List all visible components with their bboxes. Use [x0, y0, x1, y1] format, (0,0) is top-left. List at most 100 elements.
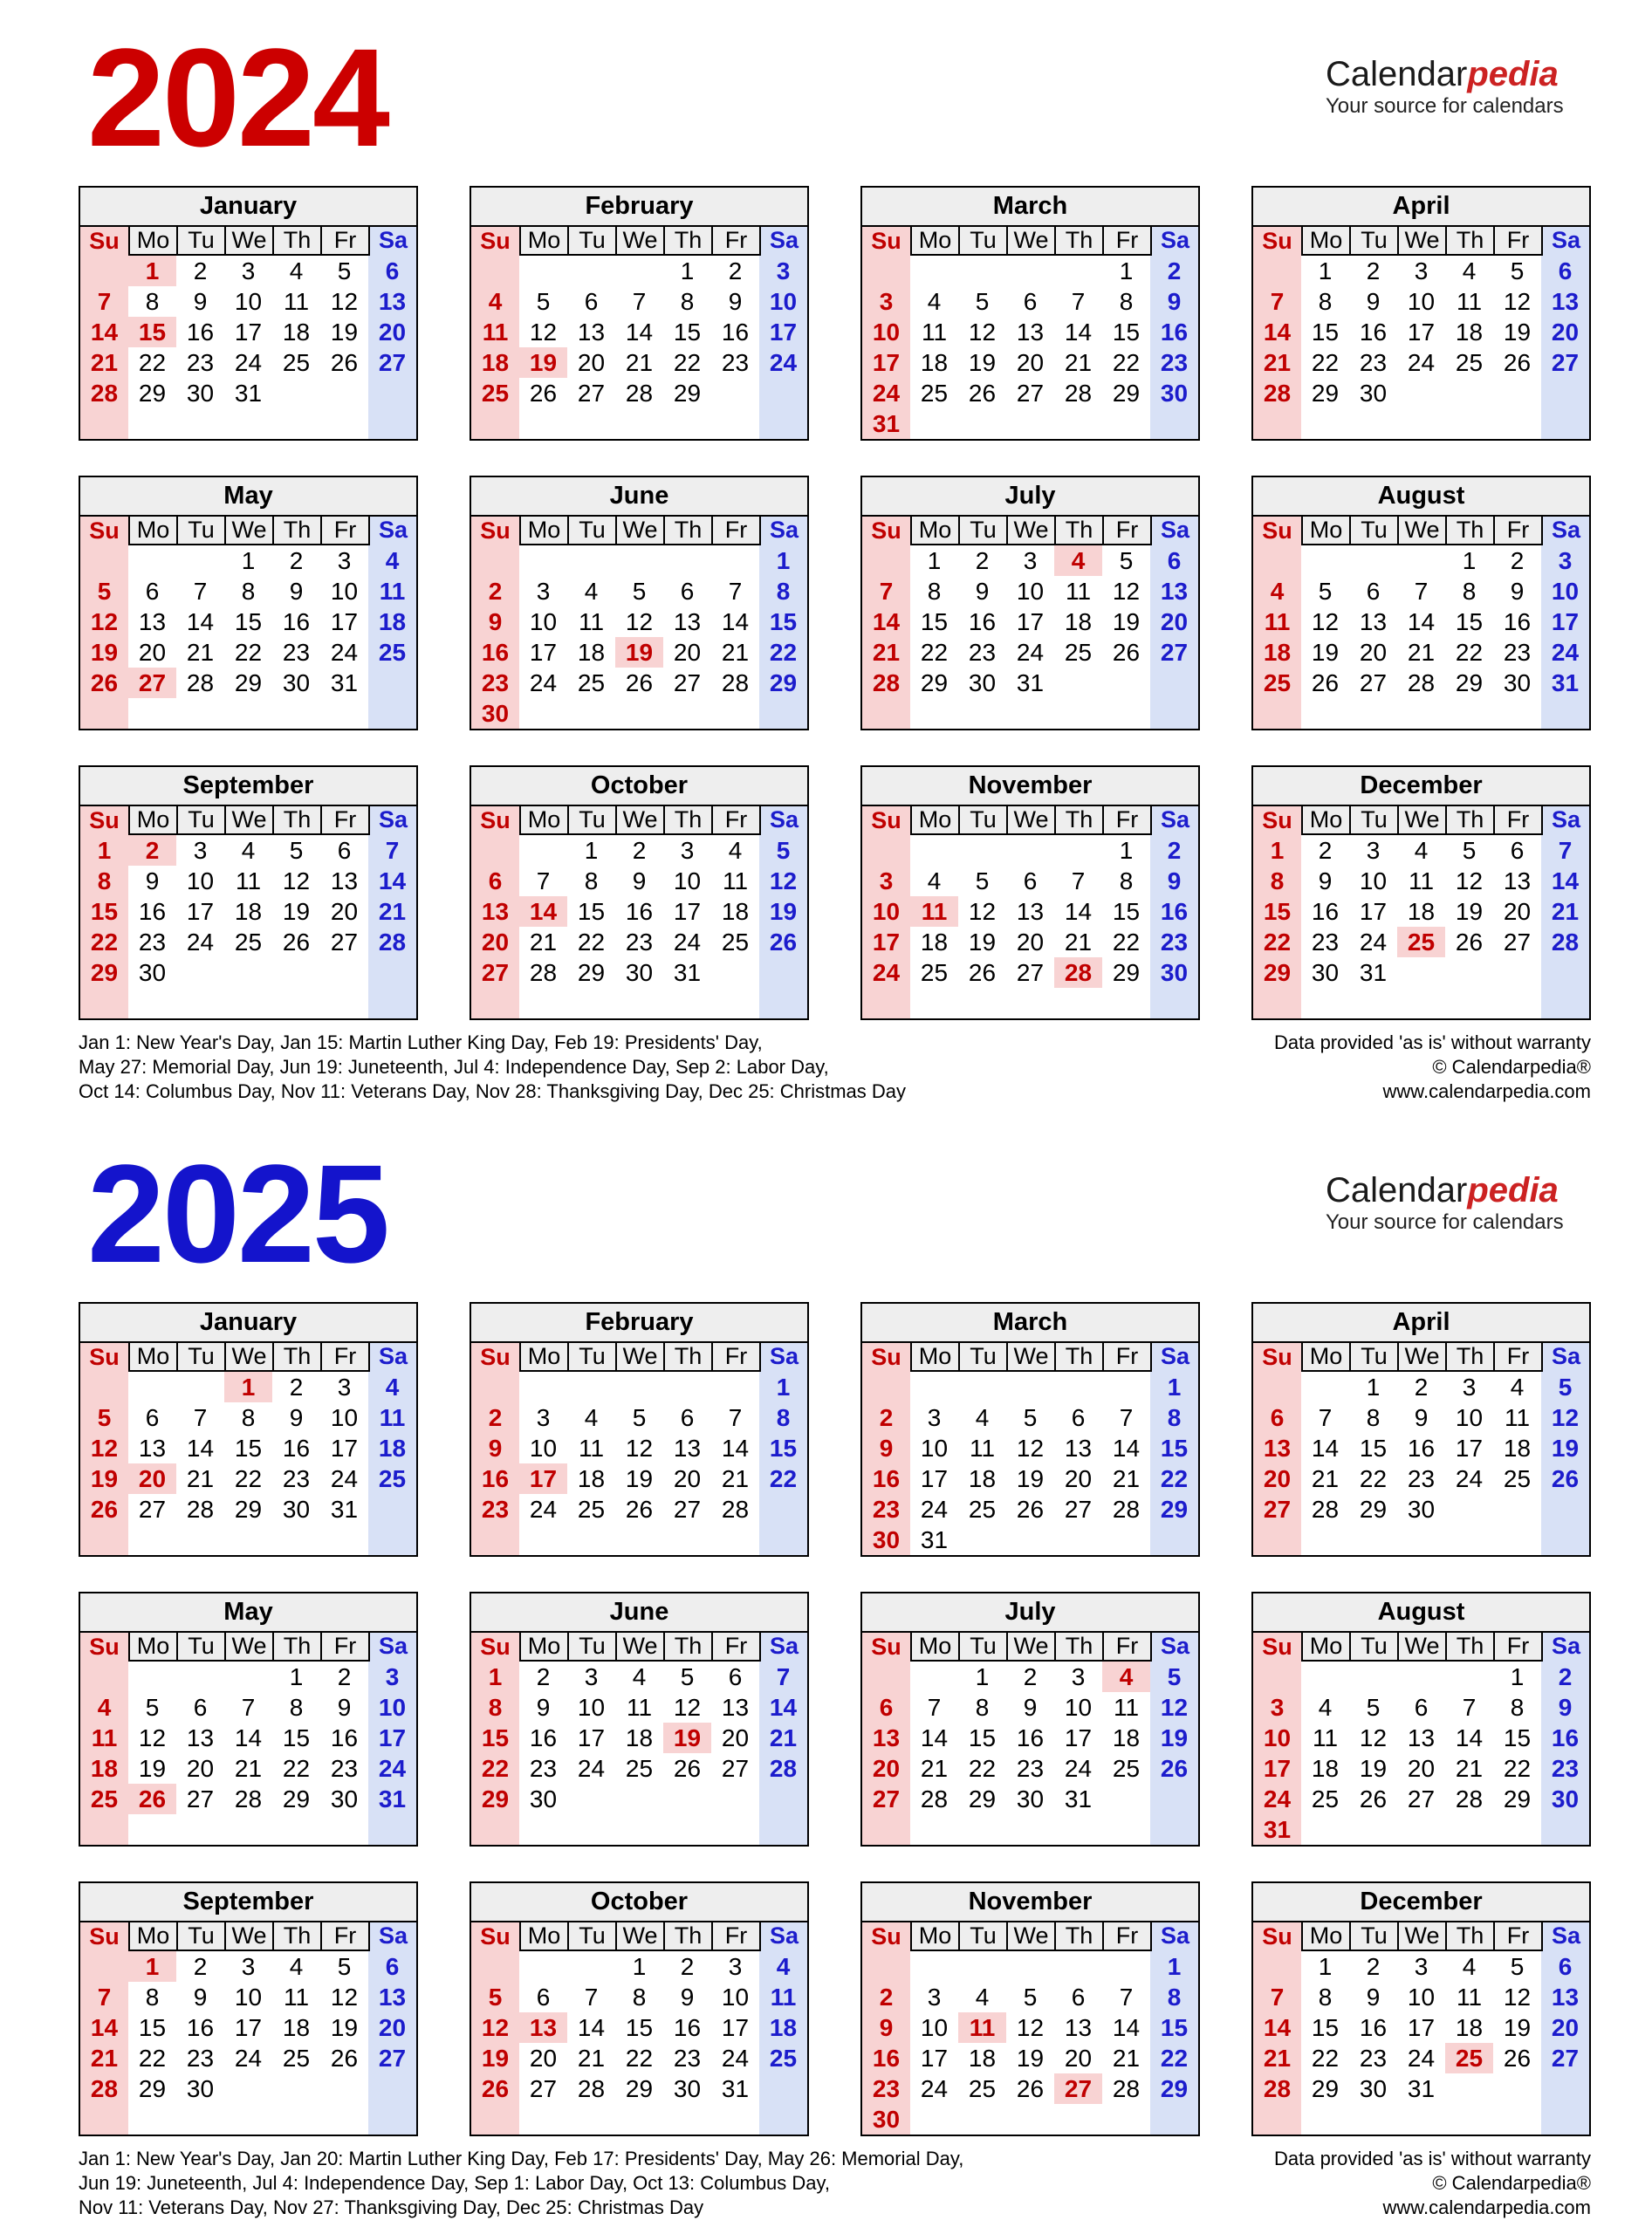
day-24: 24 — [721, 2045, 750, 2073]
weekday-header-fr: Fr — [1493, 1633, 1541, 1662]
day-14: 14 — [1311, 1435, 1340, 1463]
day-27: 27 — [721, 1755, 750, 1783]
day-8: 8 — [1510, 1694, 1525, 1722]
day-5: 5 — [337, 257, 352, 285]
empty-day-cell — [958, 408, 1006, 439]
day-22: 22 — [80, 927, 128, 958]
empty-day-cell — [711, 1525, 759, 1555]
day-5: 5 — [632, 578, 647, 606]
day-16: 16 — [330, 1724, 359, 1752]
empty-day-cell — [471, 835, 519, 867]
month-june-2025: June Su Mo Tu We Th Fr Sa 1 2 3 4 5 6 7 8 9 10 11 12 13 14 15 1… — [470, 1592, 809, 1847]
weekday-header-sa: Sa — [1150, 227, 1198, 257]
empty-day-cell — [1102, 1372, 1150, 1402]
empty-day-cell — [176, 1372, 224, 1402]
day-10: 10 — [1064, 1694, 1093, 1722]
weekday-header-row: Su Mo Tu We Th Fr Sa — [1253, 806, 1589, 836]
day-25: 25 — [759, 2043, 807, 2074]
empty-day-cell — [958, 1525, 1006, 1555]
day-1: 1 — [128, 256, 176, 287]
weekday-header-row: Su Mo Tu We Th Fr Sa — [1253, 517, 1589, 546]
day-25: 25 — [282, 2045, 311, 2073]
empty-day-cell — [320, 1525, 368, 1555]
month-title: November — [862, 1883, 1198, 1923]
day-15: 15 — [128, 317, 176, 348]
day-28: 28 — [529, 959, 558, 987]
day-27: 27 — [471, 957, 519, 989]
day-20: 20 — [1064, 1465, 1093, 1493]
empty-day-cell — [1150, 2104, 1198, 2135]
empty-day-cell — [1397, 698, 1445, 729]
day-6: 6 — [1541, 256, 1589, 287]
weekday-header-th: Th — [272, 227, 320, 257]
day-20: 20 — [673, 1465, 702, 1493]
weekday-header-row: Su Mo Tu We Th Fr Sa — [1253, 1922, 1589, 1952]
empty-day-cell — [711, 1372, 759, 1402]
day-8: 8 — [1150, 1402, 1198, 1434]
day-17: 17 — [1064, 1724, 1093, 1752]
day-10: 10 — [862, 896, 910, 928]
day-20: 20 — [368, 317, 416, 348]
day-13: 13 — [1359, 608, 1388, 636]
day-3: 3 — [1414, 257, 1429, 285]
day-11: 11 — [1456, 1984, 1483, 2011]
website-url: www.calendarpedia.com — [1382, 2196, 1591, 2219]
empty-day-cell — [1054, 668, 1102, 698]
day-10: 10 — [1541, 576, 1589, 607]
day-29: 29 — [138, 380, 167, 408]
empty-day-cell — [224, 2104, 272, 2135]
day-13: 13 — [1064, 1435, 1093, 1463]
day-3: 3 — [1414, 1953, 1429, 1981]
weekday-header-we: We — [1397, 1343, 1445, 1373]
weekday-header-th: Th — [1445, 1343, 1493, 1373]
day-26: 26 — [1541, 1463, 1589, 1495]
day-30: 30 — [1150, 957, 1198, 989]
logo-tagline: Your source for calendars — [1326, 94, 1564, 118]
day-20: 20 — [577, 349, 606, 377]
logo-text-pedia: pedia — [1467, 1171, 1559, 1210]
day-8: 8 — [975, 1694, 990, 1722]
empty-day-cell — [176, 988, 224, 1018]
day-18: 18 — [368, 1433, 416, 1464]
empty-day-cell — [862, 1951, 910, 1983]
day-25: 25 — [368, 1463, 416, 1495]
empty-day-cell — [519, 1372, 567, 1402]
empty-day-cell — [1150, 1525, 1198, 1556]
year-2024-section: 2024 Calendarpedia Your source for calen… — [0, 0, 1652, 1104]
day-8: 8 — [1318, 288, 1333, 316]
weekday-header-th: Th — [663, 1922, 711, 1952]
day-28: 28 — [1455, 1785, 1484, 1813]
weekday-header-sa: Sa — [368, 227, 416, 257]
month-april-2024: April Su Mo Tu We Th Fr Sa 1 2 3 4 5 6 7 8 9 10 11 12 13 14 15… — [1251, 186, 1591, 442]
empty-day-cell — [1102, 408, 1150, 439]
empty-day-cell — [910, 1814, 958, 1845]
day-16: 16 — [186, 2014, 215, 2042]
day-10: 10 — [920, 2014, 949, 2042]
day-13: 13 — [186, 1724, 215, 1752]
day-3: 3 — [927, 1404, 942, 1432]
empty-day-cell — [1397, 408, 1445, 439]
day-21: 21 — [1253, 2043, 1301, 2074]
day-11: 11 — [235, 867, 262, 895]
weekday-header-row: Su Mo Tu We Th Fr Sa — [80, 517, 416, 546]
weekday-header-mo: Mo — [519, 1633, 567, 1662]
day-8: 8 — [471, 1692, 519, 1723]
empty-day-cell — [958, 1372, 1006, 1402]
day-10: 10 — [186, 867, 215, 895]
day-8: 8 — [241, 1404, 256, 1432]
day-18: 18 — [282, 319, 311, 346]
day-27: 27 — [1541, 347, 1589, 379]
empty-day-cell — [1006, 1814, 1054, 1845]
weekday-header-su: Su — [471, 806, 519, 836]
empty-day-cell — [1445, 408, 1493, 439]
day-27: 27 — [128, 668, 176, 699]
day-18: 18 — [1112, 1724, 1141, 1752]
empty-day-cell — [711, 378, 759, 408]
empty-day-cell — [80, 1372, 128, 1403]
day-21: 21 — [186, 1465, 215, 1493]
empty-day-cell — [176, 545, 224, 576]
weekday-header-we: We — [224, 1343, 272, 1373]
day-18: 18 — [920, 349, 949, 377]
dates-grid: 1 2 3 4 5 6 7 8 9 10 11 12 13 14 15 16 17 18 19 20 21 22 23 24 2… — [471, 1951, 807, 2135]
day-6: 6 — [1366, 578, 1381, 606]
